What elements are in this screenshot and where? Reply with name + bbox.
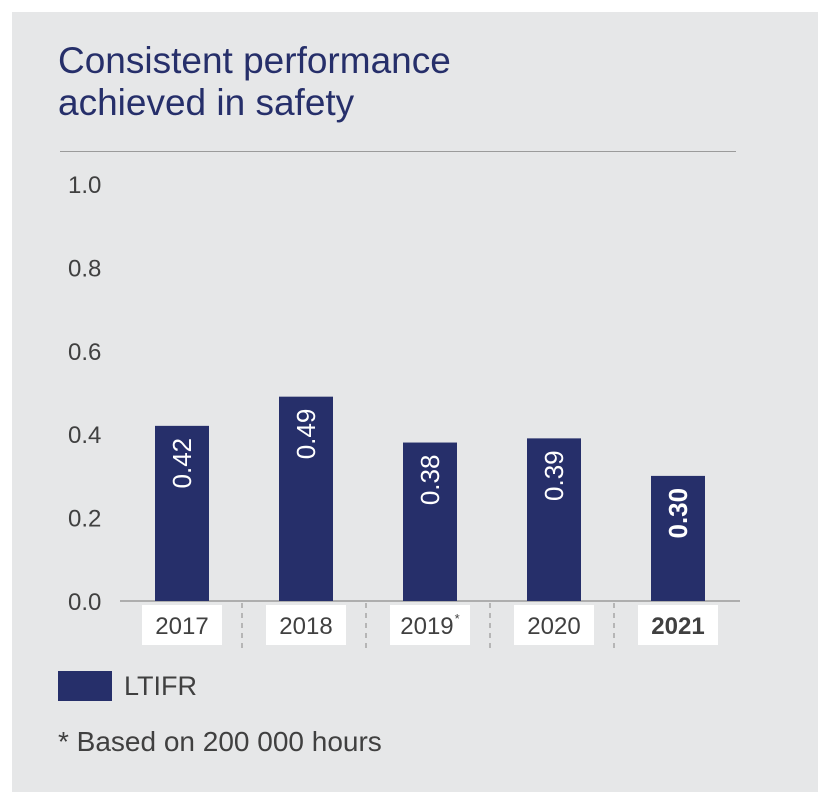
y-tick-label-0.8: 0.8 [68, 255, 101, 282]
bar-value-label-2019: 0.38 [415, 455, 445, 506]
y-tick-label-1.0: 1.0 [68, 172, 101, 199]
category-label-box-2020 [514, 605, 594, 645]
chart-title-line-1: Consistent performance [58, 40, 451, 81]
y-tick-label-0.0: 0.0 [68, 589, 101, 616]
bar-value-label-2018: 0.49 [291, 409, 321, 460]
category-label-box-2021 [638, 605, 718, 645]
category-label-2017: 2017 [155, 613, 208, 640]
category-label-2020: 2020 [527, 613, 580, 640]
chart-title-line-2: achieved in safety [58, 82, 355, 123]
category-label-box-2017 [142, 605, 222, 645]
category-label-2021: 2021 [651, 613, 704, 640]
bar-2019 [403, 442, 457, 601]
title-divider [60, 151, 736, 152]
y-tick-label-0.6: 0.6 [68, 339, 101, 366]
bar-value-label-2017: 0.42 [167, 438, 197, 489]
bar-2017 [155, 425, 209, 601]
bar-value-label-2020: 0.39 [539, 450, 569, 501]
bar-2018 [279, 396, 333, 601]
chart-card [12, 12, 818, 792]
legend: LTIFR [58, 670, 197, 702]
bar-2020 [527, 438, 581, 601]
chart-title: Consistent performance achieved in safet… [58, 40, 451, 124]
bar-2021 [651, 475, 705, 601]
category-label-2019: 2019* [400, 611, 459, 640]
bar-value-label-2021: 0.30 [663, 488, 693, 539]
category-label-box-2019 [390, 605, 470, 645]
legend-label-ltifr: LTIFR [124, 670, 197, 701]
y-tick-label-0.4: 0.4 [68, 422, 101, 449]
footnote: * Based on 200 000 hours [58, 726, 382, 757]
category-label-box-2018 [266, 605, 346, 645]
legend-swatch-ltifr [58, 671, 112, 701]
category-label-2018: 2018 [279, 613, 332, 640]
y-tick-label-0.2: 0.2 [68, 506, 101, 533]
